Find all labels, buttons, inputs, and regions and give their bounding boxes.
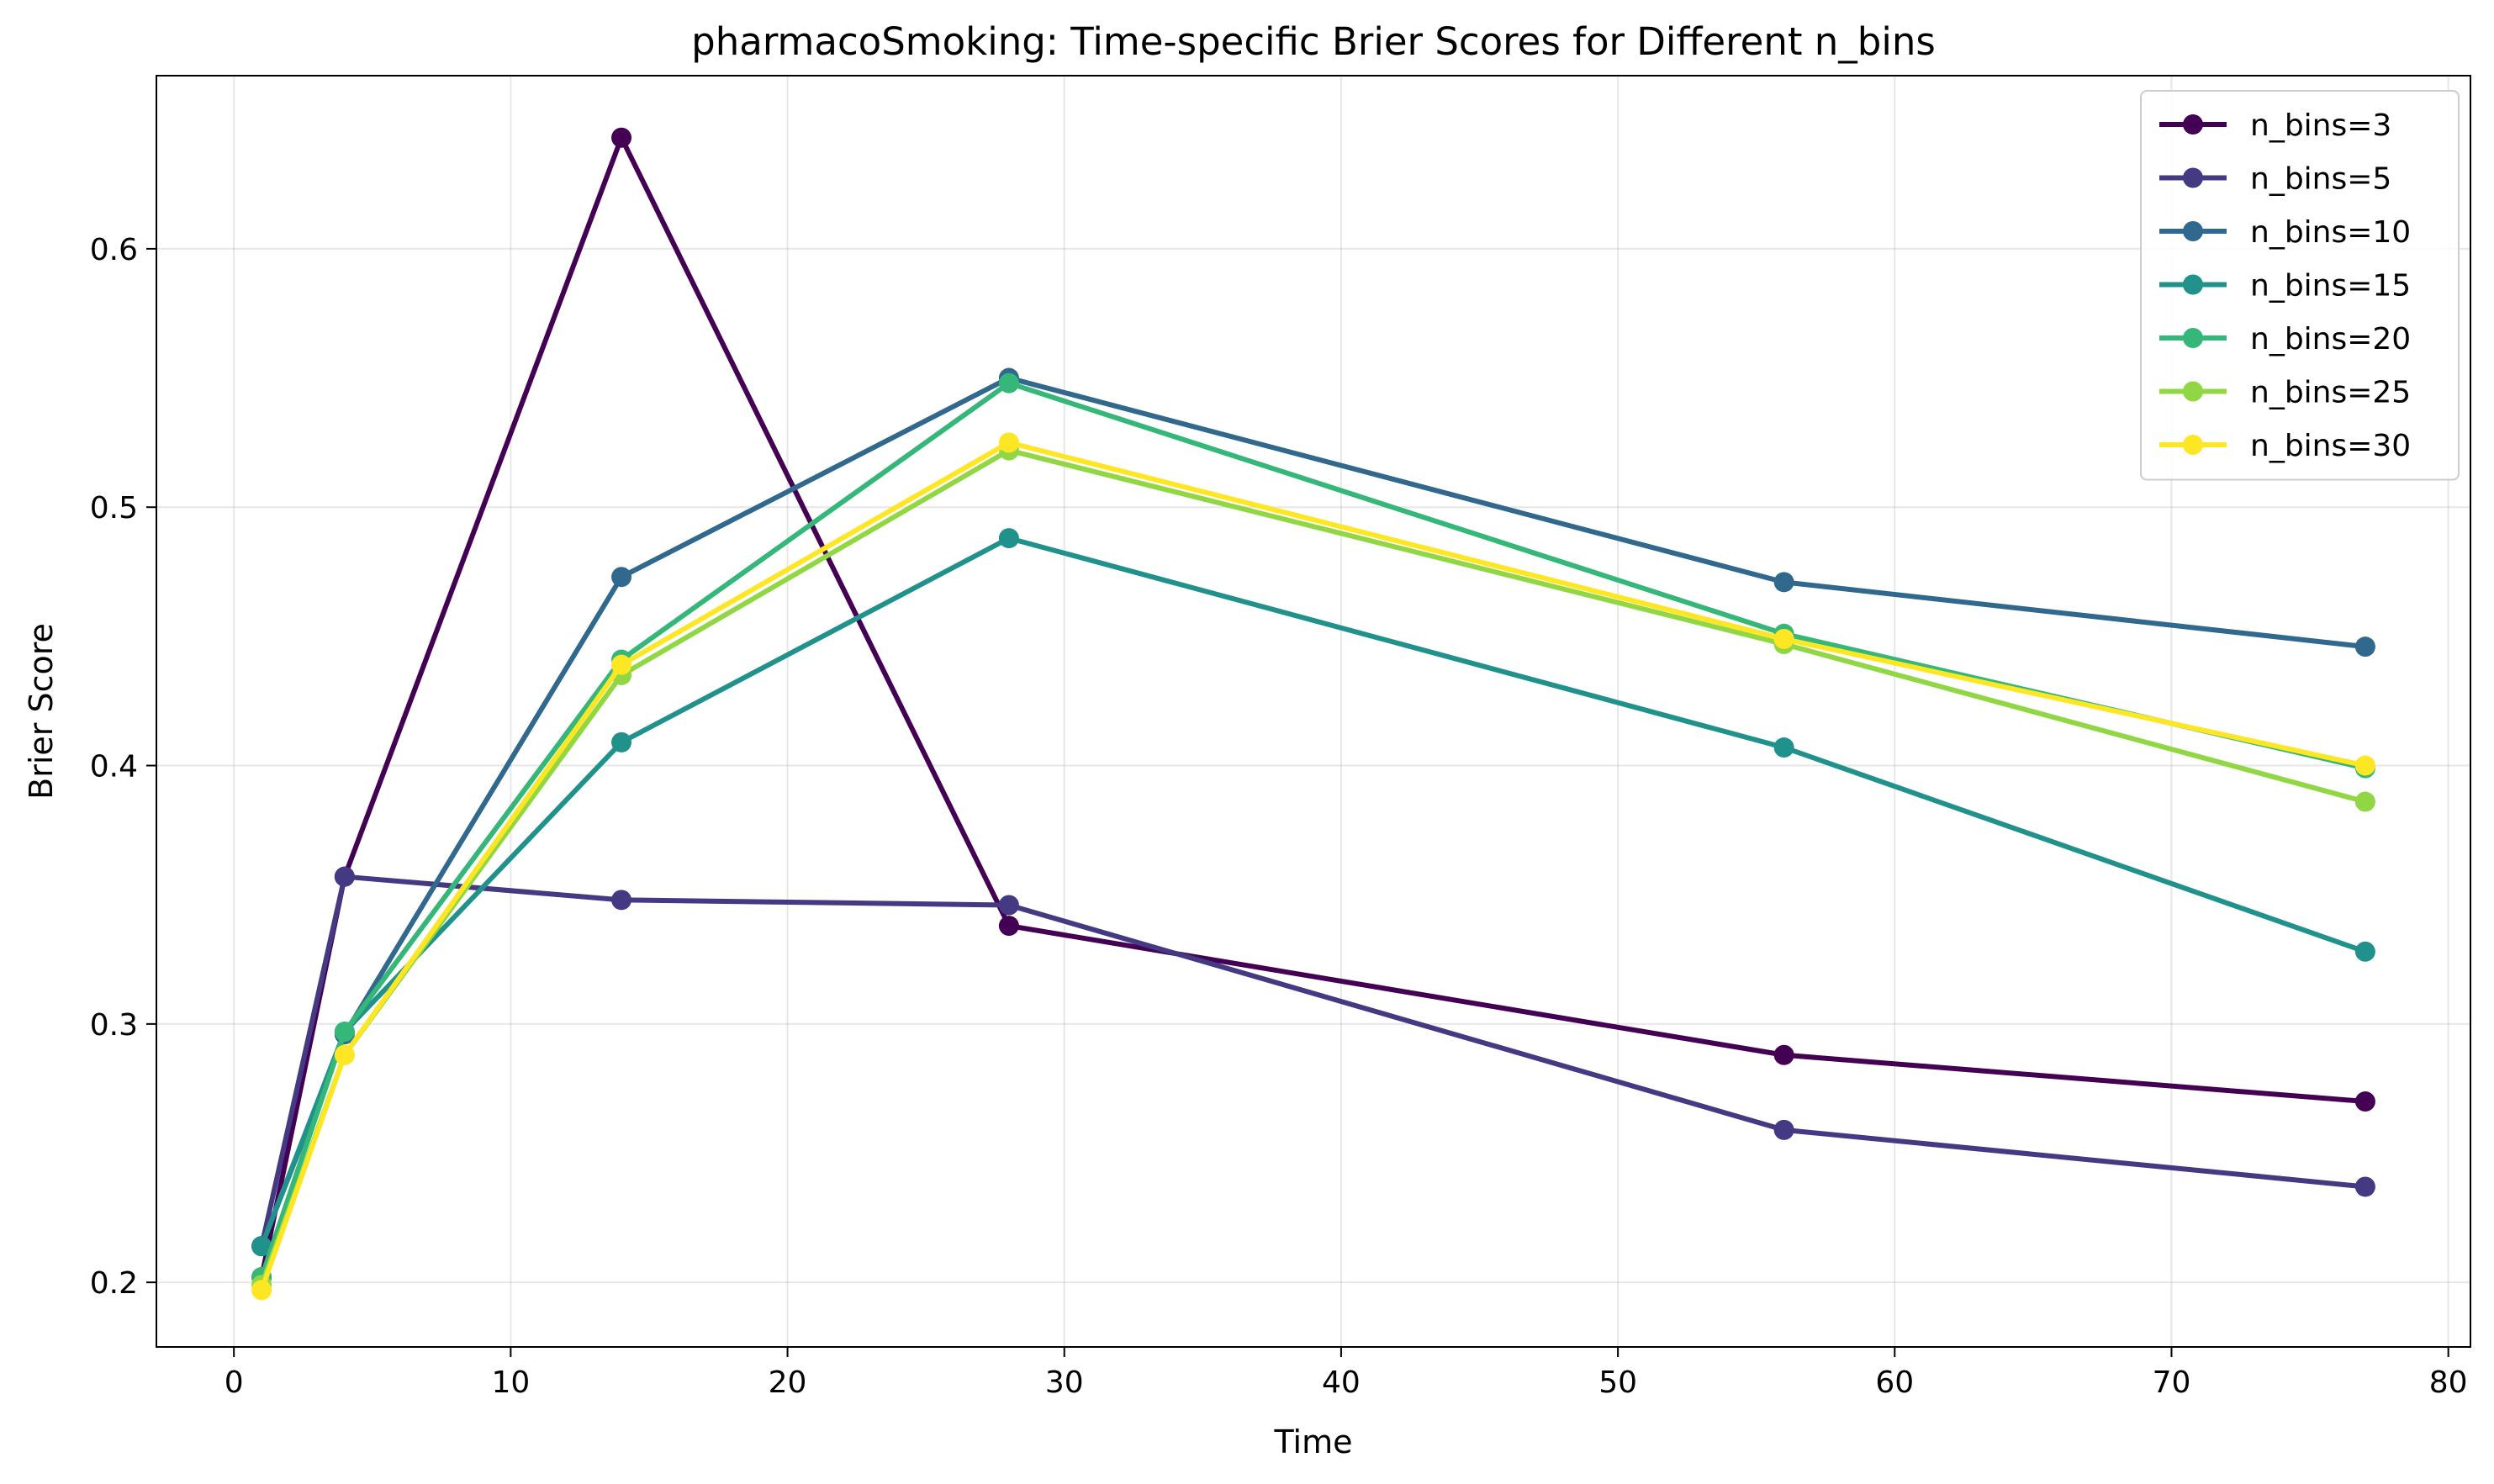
data-point <box>2354 1091 2375 1112</box>
legend-swatch-marker <box>2183 435 2203 455</box>
data-point <box>998 432 1019 453</box>
legend-item: n_bins=25 <box>2159 376 2411 410</box>
data-point <box>611 127 632 148</box>
data-point <box>998 372 1019 393</box>
legend-item: n_bins=15 <box>2159 269 2411 304</box>
data-point <box>611 731 632 753</box>
data-point <box>251 1236 272 1257</box>
x-axis-label: Time <box>1274 1423 1353 1460</box>
legend-item: n_bins=10 <box>2159 215 2411 250</box>
data-point <box>251 1280 272 1301</box>
series-layer <box>251 127 2375 1301</box>
x-tick-label: 0 <box>225 1365 244 1400</box>
series-line <box>259 380 2368 1281</box>
legend-swatch-marker <box>2183 167 2203 188</box>
data-point <box>998 916 1019 937</box>
legend-label: n_bins=15 <box>2250 269 2411 304</box>
legend-swatch-marker <box>2183 114 2203 135</box>
legend-label: n_bins=3 <box>2250 108 2391 143</box>
x-tick-label: 80 <box>2429 1365 2468 1400</box>
data-point <box>1773 1044 1794 1065</box>
data-point <box>998 895 1019 916</box>
series-line <box>259 874 2368 1249</box>
plot-frame <box>156 75 2471 1348</box>
series-7 <box>251 432 2375 1301</box>
data-point <box>2354 791 2375 812</box>
data-point <box>334 1044 355 1065</box>
legend-label: n_bins=5 <box>2250 162 2391 197</box>
legend-box <box>2140 90 2460 481</box>
legend-label: n_bins=30 <box>2250 429 2411 463</box>
series-line <box>259 440 2368 1293</box>
y-tick-label: 0.4 <box>90 750 138 784</box>
data-point <box>334 1022 355 1043</box>
data-point <box>2354 1176 2375 1197</box>
legend-item: n_bins=3 <box>2159 108 2391 143</box>
x-tick-label: 10 <box>491 1365 530 1400</box>
legend-swatch-marker <box>2183 274 2203 295</box>
x-tick-label: 30 <box>1045 1365 1084 1400</box>
data-point <box>611 654 632 675</box>
data-point <box>2354 636 2375 658</box>
y-tick-label: 0.6 <box>90 233 138 267</box>
legend-swatch-marker <box>2183 221 2203 241</box>
legend: n_bins=3 n_bins=5 n_bins=10 n_bins=15 n_bins… <box>2140 90 2460 481</box>
data-point <box>1773 572 1794 593</box>
data-point <box>1773 628 1794 649</box>
legend-item: n_bins=30 <box>2159 429 2411 463</box>
data-point <box>998 528 1019 549</box>
data-point <box>2354 941 2375 962</box>
legend-swatch-marker <box>2183 381 2203 402</box>
legend-label: n_bins=25 <box>2250 376 2411 410</box>
y-tick-label: 0.2 <box>90 1266 138 1301</box>
legend-label: n_bins=20 <box>2250 322 2411 356</box>
axes: 0 10 20 30 40 50 60 70 80 0.2 0.3 0.4 0.5 0.6 <box>90 233 2468 1400</box>
y-tick-label: 0.3 <box>90 1008 138 1043</box>
data-point <box>1773 1119 1794 1140</box>
legend-item: n_bins=5 <box>2159 162 2391 197</box>
y-axis-label: Brier Score <box>23 623 60 800</box>
legend-label: n_bins=10 <box>2250 215 2411 250</box>
legend-item: n_bins=20 <box>2159 322 2411 356</box>
x-tick-label: 20 <box>769 1365 807 1400</box>
x-tick-label: 40 <box>1322 1365 1361 1400</box>
data-point <box>334 866 355 887</box>
y-tick-label: 0.5 <box>90 491 138 525</box>
legend-swatch-marker <box>2183 328 2203 348</box>
x-tick-label: 60 <box>1875 1365 1914 1400</box>
chart-title: pharmacoSmoking: Time-specific Brier Sco… <box>691 19 1936 64</box>
data-point <box>611 567 632 588</box>
data-point <box>1773 737 1794 758</box>
data-point <box>611 890 632 911</box>
x-tick-label: 70 <box>2153 1365 2191 1400</box>
x-tick-label: 50 <box>1598 1365 1637 1400</box>
data-point <box>2354 755 2375 776</box>
